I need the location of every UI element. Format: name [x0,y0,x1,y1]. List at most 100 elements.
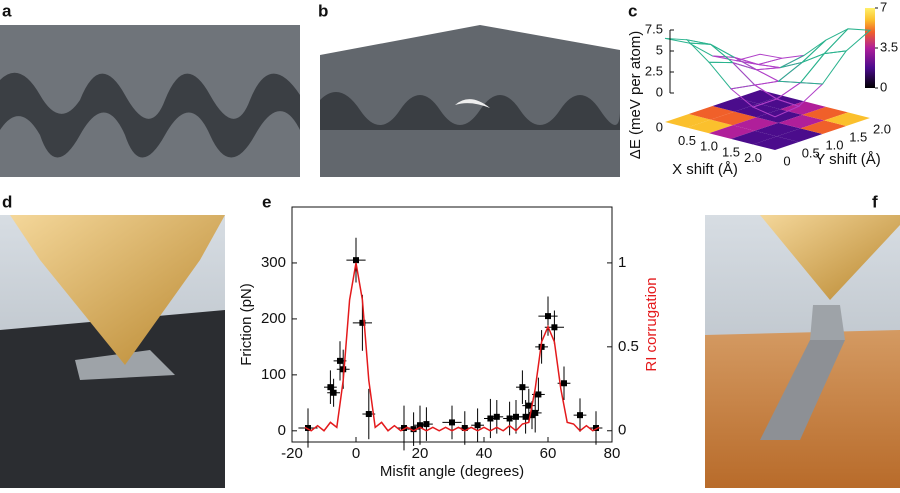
photo-b [318,25,620,177]
panel-label: b [318,1,328,20]
heatmap-cell [709,125,755,139]
x-tick-label: 20 [412,445,429,462]
x-tick-label: 80 [604,445,621,462]
y2-tick-label: 0 [618,422,626,439]
data-point [449,419,455,426]
heatmap-cell [778,114,825,129]
data-point [545,313,551,320]
plot-frame [291,206,613,443]
panel-label: d [2,192,12,211]
colorbar-tick-label: 0 [880,79,887,94]
heatmap-cell [824,112,870,127]
surface-cell [707,61,756,90]
data-point [513,413,519,420]
panel-label: e [262,192,271,211]
y2-tick-label: 1 [618,254,626,271]
data-point [487,415,494,422]
ri-line [304,262,600,432]
z-tick-label: 0 [656,84,663,99]
surface-cell [780,39,827,69]
data-point [305,425,311,432]
data-point [359,319,366,326]
heatmap-cell [754,122,801,137]
y-tick-label: 0 [278,422,286,439]
data-point [493,413,500,420]
surface-cell [736,53,783,66]
data-point [519,384,526,391]
heatmap-cell [687,119,733,134]
panel-label: f [872,192,878,211]
data-point [461,425,468,432]
z-tick-label: 7.5 [645,21,663,36]
panel-label: c [628,1,637,20]
y-tick-label: 1.5 [849,129,867,144]
heatmap-cell [665,113,711,128]
x-tick-label: 60 [540,445,557,462]
photo-a [0,25,300,177]
y-axis-label: Friction (pN) [238,283,255,366]
data-point [593,425,599,432]
x-tick-label: 1.5 [722,144,740,159]
data-point [522,413,529,420]
data-point [365,411,372,418]
z-floor-label: 0 [656,119,663,134]
data-point [327,384,334,391]
heatmap-cell [758,95,804,110]
x-tick-label: 1.0 [700,139,718,154]
y-tick-label: 100 [261,366,286,383]
data-point [423,421,430,428]
heatmap-cell [710,111,757,126]
x-tick-label: 2.0 [744,150,762,165]
surface-cell [799,50,848,85]
data-point [561,380,567,387]
surface-cell [822,28,872,55]
heatmap-cell [753,136,799,151]
data-point [337,357,343,364]
heatmap-cell [780,101,826,115]
data-point [340,366,347,373]
y-tick-label: 0.5 [802,145,820,160]
x-axis-label: X shift (Å) [672,161,738,178]
heatmap-cell [736,89,782,104]
data-point [410,426,417,433]
y-axis-label: Y shift (Å) [815,151,881,168]
y2-axis-label: RI corrugation [643,277,660,371]
x-tick-label: -20 [281,445,303,462]
y-tick-label: 300 [261,254,286,271]
z-axis-label: ΔE (meV per atom) [627,31,644,159]
y2-tick-label: 0.5 [618,338,639,355]
data-point [506,415,513,422]
data-point [529,412,535,419]
y-tick-label: 1.0 [825,137,843,152]
data-point [551,324,558,331]
panel-label: a [2,1,12,20]
x-tick-label: 0.5 [678,133,696,148]
colorbar-tick-label: 7 [880,0,887,14]
x-tick-label: 0 [352,445,360,462]
heatmap-cell [732,117,779,131]
data-point [535,391,542,398]
render-d [0,215,225,488]
heatmap-cell [734,103,781,118]
z-tick-label: 2.5 [645,63,663,78]
data-point [353,257,359,264]
y-tick-label: 2.0 [873,121,891,136]
heatmap-cell [776,128,823,143]
data-point [417,422,423,429]
x-axis-label: Misfit angle (degrees) [380,463,524,480]
heatmap-cell [688,105,735,120]
heatmap-cell [731,130,777,145]
heatmap-cell [802,106,848,121]
heatmap-cell [756,109,803,123]
data-point [330,389,337,396]
render-f [705,215,900,488]
data-point [532,409,539,416]
x-tick-label: 40 [476,445,493,462]
y-tick-label: 0 [783,153,790,168]
colorbar [865,8,875,88]
data-point [577,412,583,419]
data-point [401,425,407,432]
data-point [525,402,532,409]
